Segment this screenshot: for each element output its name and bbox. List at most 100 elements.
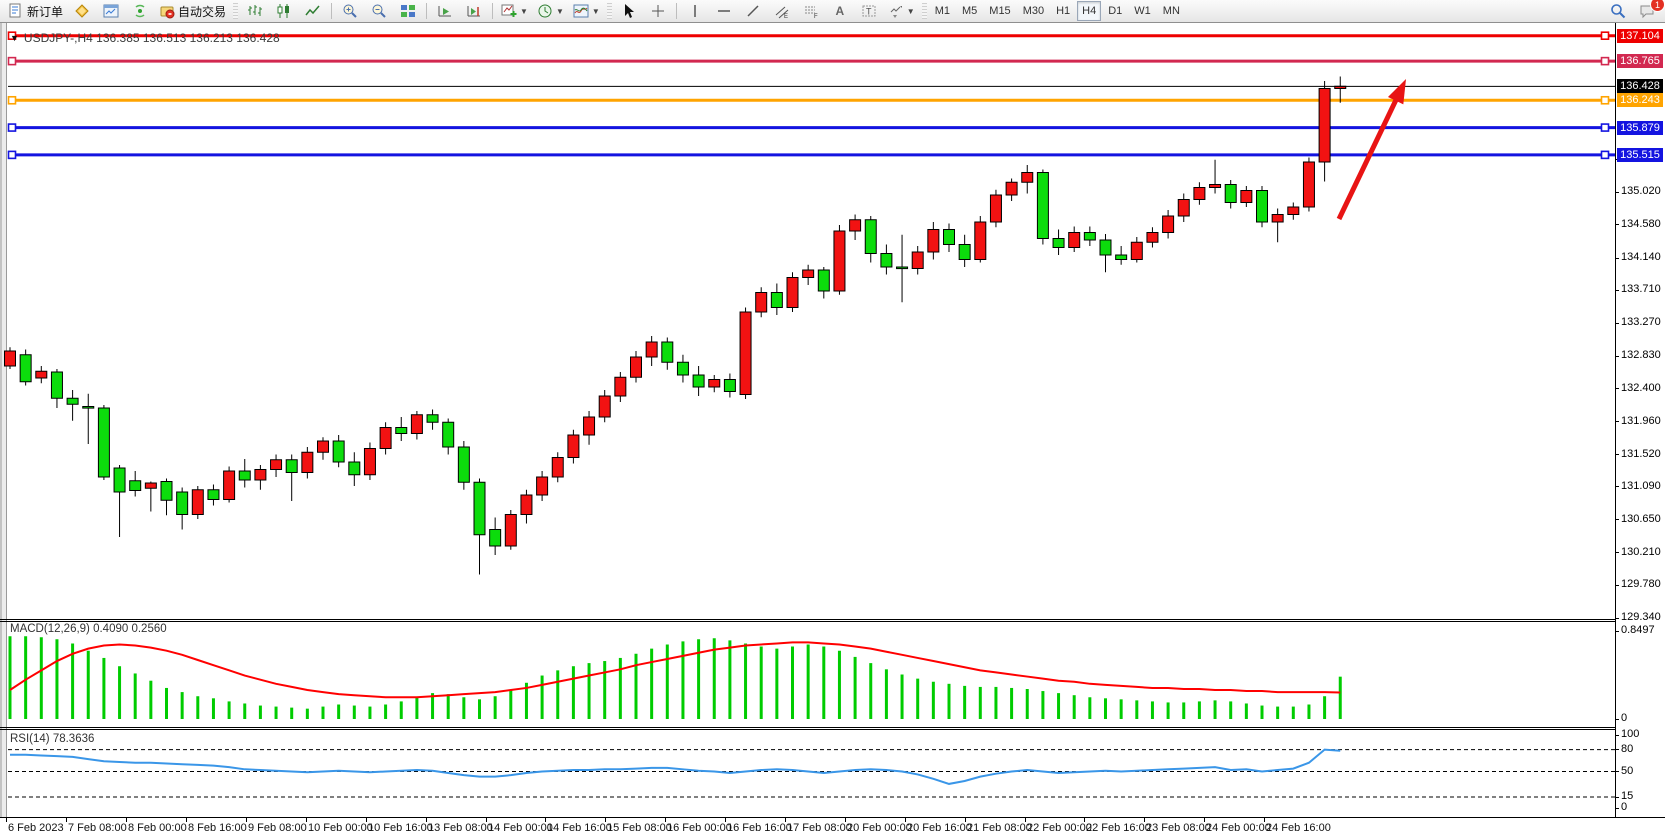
ohlc-toggle-icon[interactable]: ▼ [10,33,19,43]
price-tick: 134.580 [1621,218,1661,230]
time-tick [1264,818,1265,822]
toolbar-separator [426,3,428,19]
line-handle[interactable] [7,31,17,40]
candlestick-chart-button[interactable] [270,0,298,22]
terminal-window-icon [103,4,119,18]
timeframe-m15-button[interactable]: M15 [989,5,1011,17]
arrows-icon [890,6,902,18]
periods-dropdown[interactable]: ▼ [533,0,568,22]
text-button[interactable]: A [826,0,854,22]
line-handle[interactable] [1600,95,1610,105]
candle [82,406,95,409]
zoom-out-button[interactable] [365,0,393,22]
toolbar-grip [921,3,927,19]
market-button[interactable] [68,0,96,22]
candle [176,491,189,515]
line-handle[interactable] [7,56,17,66]
price-tick: 132.400 [1621,381,1661,394]
line-handle[interactable] [7,150,17,160]
time-tick [965,818,966,822]
timeframe-mn-button[interactable]: MN [1162,5,1180,17]
new-order-button[interactable]: 新订单 [4,0,67,22]
timeframe-h1-button[interactable]: H1 [1056,5,1071,17]
time-label: 16 Feb 16:00 [727,822,792,834]
trendline-button[interactable] [739,0,767,22]
price-tick: 132.830 [1621,349,1661,362]
bar-chart-button[interactable] [241,0,269,22]
candle [880,253,893,268]
vertical-line-icon [694,5,696,17]
timeframe-w1-button[interactable]: W1 [1134,5,1151,17]
time-tick [6,818,7,822]
toolbar-separator [492,3,494,19]
line-chart-button[interactable] [299,0,327,22]
toolbar-grip [233,3,239,19]
axis-tick [1616,356,1619,357]
line-handle[interactable] [1600,150,1610,160]
candle [864,219,877,254]
time-tick [905,818,906,822]
timeframe-m30-button[interactable]: M30 [1022,5,1045,17]
candle [1302,161,1315,208]
dropdown-caret: ▼ [520,6,528,16]
candlestick-icon [277,4,290,18]
vertical-line-button[interactable] [681,0,709,22]
templates-dropdown[interactable]: ▼ [569,0,604,22]
candle [1130,241,1143,260]
candle [551,457,564,478]
search-button[interactable] [1604,0,1632,22]
new-chart-dropdown[interactable]: ▼ [497,0,532,22]
auto-scroll-button[interactable] [431,0,459,22]
timeframe-m1-button[interactable]: M1 [934,5,950,17]
crosshair-button[interactable] [644,0,672,22]
trend-arrow-line[interactable] [1336,95,1400,221]
cursor-button[interactable] [615,0,643,22]
equidistant-channel-button[interactable]: E [768,0,796,22]
zoom-in-button[interactable] [336,0,364,22]
line-handle[interactable] [1600,31,1610,40]
timeframe-m5-button[interactable]: M5 [962,5,978,17]
text-label-button[interactable]: T [855,0,883,22]
timeframe-h4-button[interactable]: H4 [1077,1,1102,21]
price-axis[interactable]: 135.460135.020134.580134.140133.710133.2… [1615,23,1665,817]
arrows-dropdown[interactable]: ▼ [884,0,919,22]
candle [97,407,110,478]
tile-windows-button[interactable] [394,0,422,22]
line-handle[interactable] [7,123,17,132]
notifications-button[interactable]: 1 [1633,0,1665,22]
candle [755,292,768,313]
candle [395,427,408,434]
candle [770,292,783,308]
candle [442,421,455,448]
axis-tick [1616,735,1619,736]
candle [520,494,533,515]
candle [504,514,517,547]
candle [583,416,596,436]
signals-button[interactable] [126,0,154,22]
line-handle[interactable] [1600,56,1610,66]
terminal-button[interactable] [97,0,125,22]
horizontal-line-button[interactable] [710,0,738,22]
zoom-in-icon [343,4,357,18]
candle [301,451,314,473]
fibonacci-button[interactable]: F [797,0,825,22]
timeframe-d1-button[interactable]: D1 [1108,5,1123,17]
rsi-tick: 15 [1621,790,1634,803]
search-icon [1611,4,1626,19]
candle [989,194,1002,223]
candle [160,481,173,501]
chart-plot[interactable] [0,23,1615,817]
candle [1052,238,1065,248]
candle [723,379,736,392]
line-handle[interactable] [7,95,17,105]
candle [113,467,126,493]
time-label: 13 Feb 08:00 [428,822,493,834]
time-tick [845,818,846,822]
candle [1099,239,1112,256]
time-axis[interactable]: 6 Feb 2023 7 Feb 08:00 8 Feb 00:00 8 Feb 16… [0,817,1665,838]
time-tick [306,818,307,822]
price-tick: 131.090 [1621,479,1661,492]
autotrading-button[interactable]: 自动交易 [155,0,230,22]
chart-shift-button[interactable] [460,0,488,22]
line-handle[interactable] [1600,123,1610,132]
